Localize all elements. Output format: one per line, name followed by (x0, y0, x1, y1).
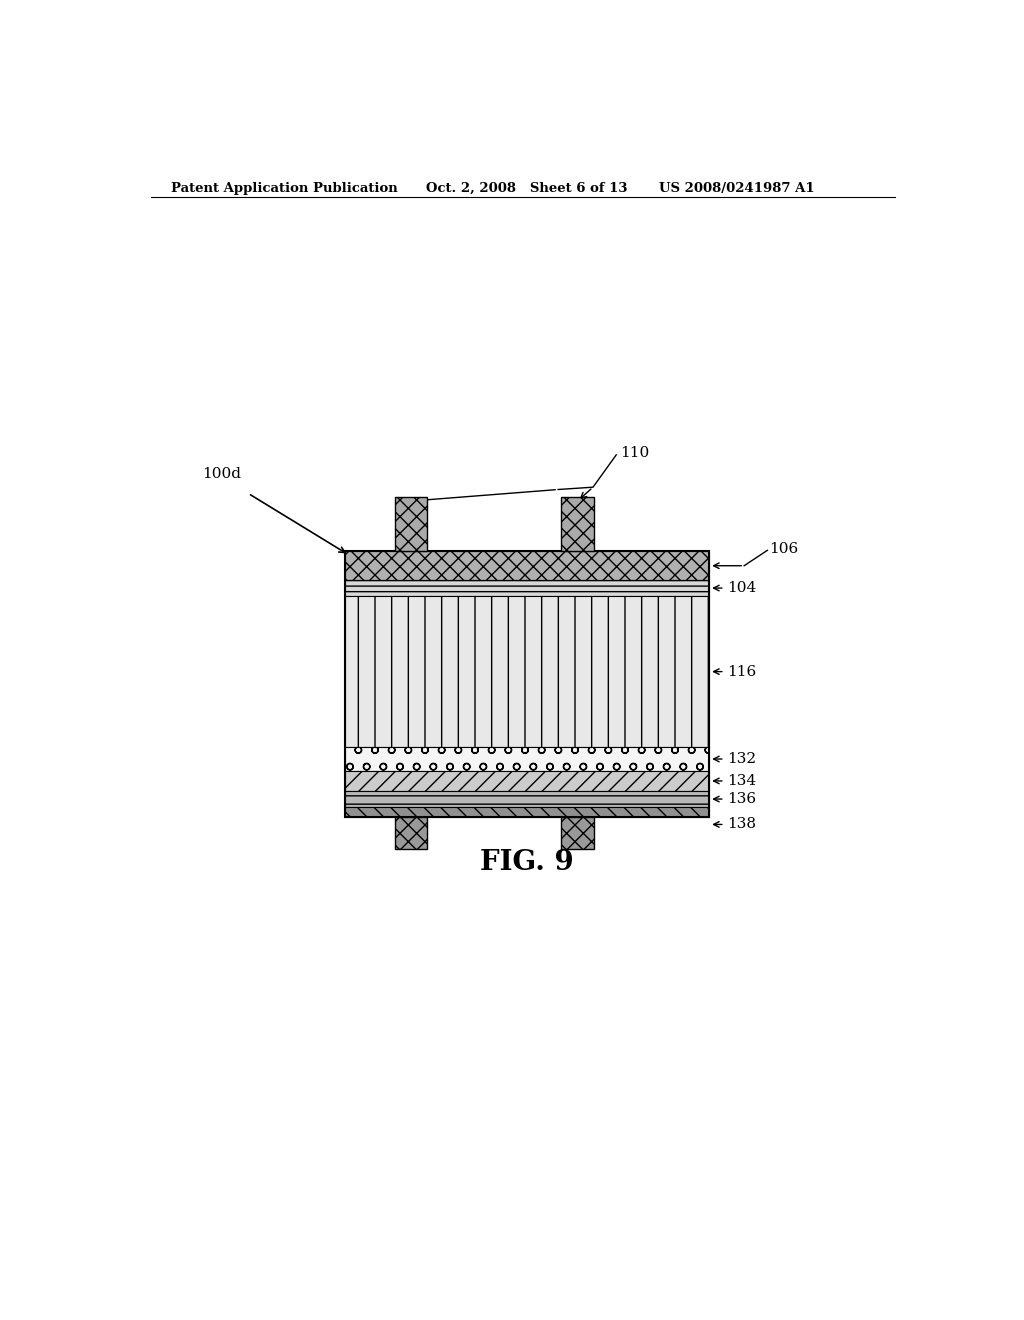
Text: 104: 104 (727, 581, 757, 595)
Text: US 2008/0241987 A1: US 2008/0241987 A1 (658, 182, 814, 194)
Text: 116: 116 (727, 664, 757, 678)
Text: Oct. 2, 2008   Sheet 6 of 13: Oct. 2, 2008 Sheet 6 of 13 (426, 182, 628, 194)
Text: 134: 134 (727, 774, 756, 788)
Bar (561, 817, 594, 849)
Bar (345, 552, 710, 817)
Bar (345, 581, 710, 595)
Text: Patent Application Publication: Patent Application Publication (171, 182, 397, 194)
Bar (345, 771, 710, 792)
Bar (345, 792, 710, 807)
Text: 110: 110 (621, 446, 649, 461)
Bar (394, 817, 427, 849)
Bar (345, 807, 710, 817)
Bar (345, 595, 710, 747)
Bar (345, 747, 710, 771)
Bar (345, 552, 710, 581)
Text: FIG. 9: FIG. 9 (480, 850, 574, 876)
Bar (561, 498, 594, 552)
Text: 100d: 100d (202, 467, 241, 480)
Text: 138: 138 (727, 817, 756, 832)
Text: 106: 106 (769, 541, 798, 556)
Text: 136: 136 (727, 792, 756, 807)
Text: 132: 132 (727, 752, 756, 766)
Bar (394, 498, 427, 552)
